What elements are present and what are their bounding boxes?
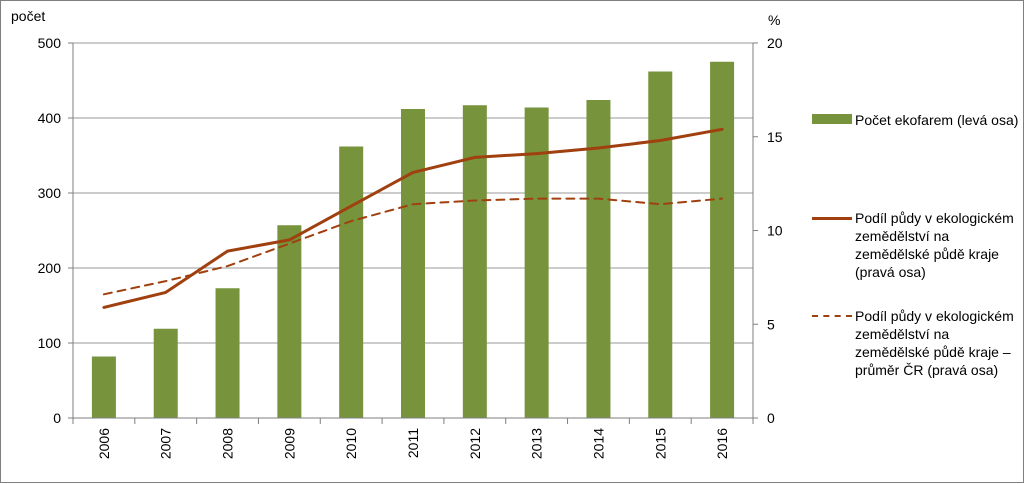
left-axis-title: počet — [11, 8, 45, 24]
right-axis-tick-label: 10 — [767, 223, 783, 239]
left-axis-tick-label: 100 — [38, 335, 62, 351]
legend-swatch-dashed-line — [812, 315, 852, 317]
left-axis-tick-label: 0 — [53, 410, 61, 426]
x-axis-tick-label: 2011 — [405, 428, 421, 458]
x-axis-tick-label: 2009 — [281, 428, 297, 459]
left-axis-tick-label: 200 — [38, 260, 62, 276]
x-axis-tick-label: 2014 — [590, 428, 606, 459]
bar — [153, 328, 178, 418]
x-axis-tick-label: 2008 — [220, 428, 236, 459]
legend-swatch-bar — [812, 114, 852, 124]
legend-label: Podíl půdy v ekologickém zemědělství na … — [855, 210, 1014, 280]
x-axis-tick-label: 2015 — [652, 428, 668, 459]
x-axis-tick-label: 2006 — [96, 428, 112, 459]
bar — [339, 146, 364, 418]
left-axis-tick-label: 400 — [38, 110, 62, 126]
x-axis-tick-label: 2012 — [467, 428, 483, 459]
bar — [524, 107, 549, 418]
bar — [462, 105, 487, 418]
left-axis-tick-label: 300 — [38, 185, 62, 201]
x-axis-tick-label: 2010 — [343, 428, 359, 459]
x-axis-tick-label: 2016 — [714, 428, 730, 459]
right-axis-tick-label: 0 — [767, 410, 775, 426]
line-series-region-share — [102, 127, 724, 309]
legend-label: Podíl půdy v ekologickém zemědělství na … — [855, 308, 1014, 378]
legend-label: Počet ekofarem (levá osa) — [855, 112, 1019, 128]
bar — [215, 288, 240, 418]
right-axis-tick-label: 5 — [767, 316, 775, 332]
x-axis-tick-label: 2007 — [158, 428, 174, 459]
bar — [586, 100, 611, 418]
bar — [91, 356, 116, 418]
right-axis-tick-label: 15 — [767, 129, 783, 145]
legend-swatch-solid-line — [812, 217, 852, 220]
line-series-national-share — [102, 197, 724, 296]
left-axis-tick-label: 500 — [38, 35, 62, 51]
bar — [277, 225, 302, 418]
x-axis-tick-label: 2013 — [529, 428, 545, 459]
right-axis-title: % — [768, 12, 780, 28]
bar — [710, 61, 735, 418]
right-axis-tick-label: 20 — [767, 35, 783, 51]
bar — [401, 109, 425, 418]
bar — [648, 71, 673, 418]
